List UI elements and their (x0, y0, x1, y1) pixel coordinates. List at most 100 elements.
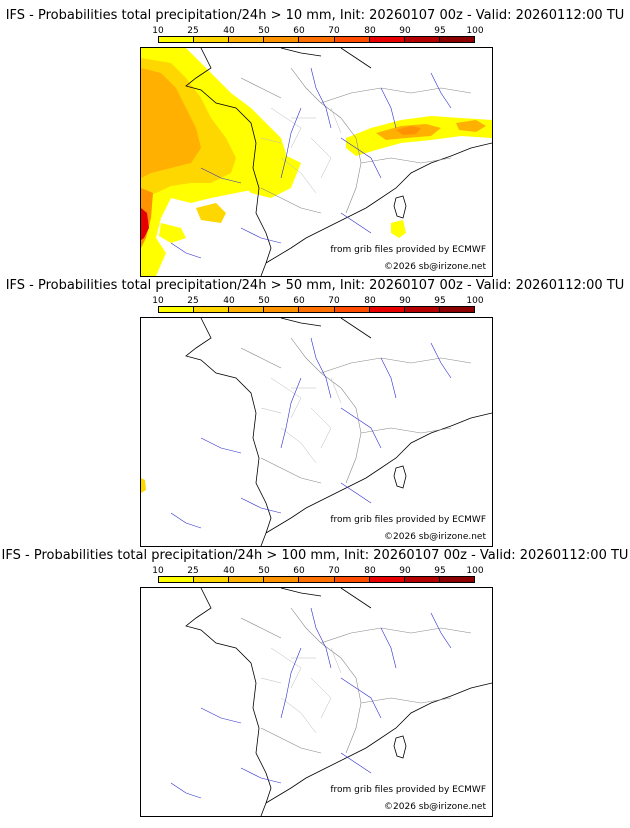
color-legend (158, 36, 475, 43)
rivers (170, 607, 452, 799)
precipitation-map (141, 318, 492, 546)
copyright-credit: ©2026 sb@irizone.net (384, 262, 486, 272)
legend-label: 50 (258, 26, 270, 36)
legend-label: 40 (223, 296, 235, 306)
legend-label: 80 (364, 26, 376, 36)
precipitation-map (141, 48, 492, 276)
legend-swatch (264, 307, 300, 312)
panel-title: IFS - Probabilities total precipitation/… (5, 8, 625, 23)
legend-swatch (439, 307, 474, 312)
legend-label: 80 (364, 566, 376, 576)
map-panel-10mm: IFS - Probabilities total precipitation/… (0, 0, 630, 277)
legend-swatch (194, 577, 230, 582)
map-frame: from grib files provided by ECMWF ©2026 … (140, 47, 493, 277)
island-corsica (393, 195, 407, 219)
panel-title: IFS - Probabilities total precipitation/… (5, 278, 625, 293)
precip-area-center (236, 143, 301, 198)
copyright-credit: ©2026 sb@irizone.net (384, 802, 486, 812)
country-borders (240, 337, 472, 484)
legend-label: 25 (187, 296, 199, 306)
precip-area-south (196, 203, 226, 223)
legend-swatch (159, 37, 195, 42)
legend-label: 90 (399, 566, 411, 576)
legend-swatch (334, 307, 370, 312)
map-outlines (170, 318, 492, 546)
legend-swatch (404, 577, 440, 582)
legend-swatch (369, 37, 405, 42)
legend-label: 60 (293, 296, 305, 306)
legend-label: 40 (223, 566, 235, 576)
regional-borders (260, 377, 342, 464)
legend-swatch (229, 37, 265, 42)
legend-label: 70 (328, 566, 340, 576)
legend-label: 70 (328, 26, 340, 36)
legend-swatch (334, 577, 370, 582)
source-credit: from grib files provided by ECMWF (330, 515, 486, 525)
map-panel-50mm: IFS - Probabilities total precipitation/… (0, 270, 630, 547)
legend-swatch (439, 577, 474, 582)
legend-label: 70 (328, 296, 340, 306)
map-outlines (170, 48, 492, 276)
color-legend (158, 306, 475, 313)
regional-borders (260, 647, 342, 734)
country-borders (240, 607, 472, 754)
copyright-credit: ©2026 sb@irizone.net (384, 532, 486, 542)
legend-label: 50 (258, 566, 270, 576)
panel-title: IFS - Probabilities total precipitation/… (1, 548, 629, 563)
legend-label: 95 (434, 566, 446, 576)
legend-swatch (264, 37, 300, 42)
source-credit: from grib files provided by ECMWF (330, 245, 486, 255)
island-corsica (393, 465, 407, 489)
legend-swatch (194, 307, 230, 312)
precip-area-east (456, 120, 486, 132)
legend-label: 60 (293, 566, 305, 576)
regional-borders (260, 107, 342, 194)
precipitation-map (170, 588, 492, 816)
legend-swatch (264, 577, 300, 582)
precip-area-west-high (141, 68, 201, 178)
precip-area-alps-high (396, 126, 421, 135)
legend-label: 60 (293, 26, 305, 36)
color-legend (158, 576, 475, 583)
coastline (185, 318, 492, 546)
precip-shading (141, 48, 492, 276)
legend-labels: 10 25 40 50 60 70 80 90 95 100 (140, 566, 490, 576)
legend-swatch (299, 37, 335, 42)
legend-label: 50 (258, 296, 270, 306)
legend-label: 100 (466, 296, 484, 306)
legend-swatch (439, 37, 474, 42)
precip-area-southwest (159, 223, 186, 243)
legend-swatch (404, 37, 440, 42)
precip-area-coast (141, 478, 146, 493)
coastline (185, 588, 492, 816)
legend-label: 10 (152, 296, 164, 306)
legend-swatch (159, 307, 195, 312)
legend-swatch (334, 37, 370, 42)
legend-label: 25 (187, 566, 199, 576)
legend-swatch (369, 577, 405, 582)
legend-labels: 10 25 40 50 60 70 80 90 95 100 (140, 26, 490, 36)
legend-swatch (159, 577, 195, 582)
precip-area-coast-core (141, 208, 149, 240)
map-outlines (170, 588, 492, 816)
legend-swatch (194, 37, 230, 42)
legend-label: 95 (434, 296, 446, 306)
legend-label: 10 (152, 26, 164, 36)
legend-swatch (404, 307, 440, 312)
legend-label: 40 (223, 26, 235, 36)
rivers (170, 67, 452, 259)
country-borders (240, 67, 472, 214)
precip-area-corsica (391, 220, 406, 238)
legend-labels: 10 25 40 50 60 70 80 90 95 100 (140, 296, 490, 306)
legend-label: 90 (399, 296, 411, 306)
legend-swatch (299, 307, 335, 312)
legend-swatch (229, 307, 265, 312)
legend-label: 100 (466, 26, 484, 36)
map-frame: from grib files provided by ECMWF ©2026 … (140, 587, 493, 817)
legend-swatch (369, 307, 405, 312)
map-panel-100mm: IFS - Probabilities total precipitation/… (0, 540, 630, 817)
island-corsica (393, 735, 407, 759)
legend-label: 100 (466, 566, 484, 576)
map-frame: from grib files provided by ECMWF ©2026 … (140, 317, 493, 547)
legend-label: 80 (364, 296, 376, 306)
